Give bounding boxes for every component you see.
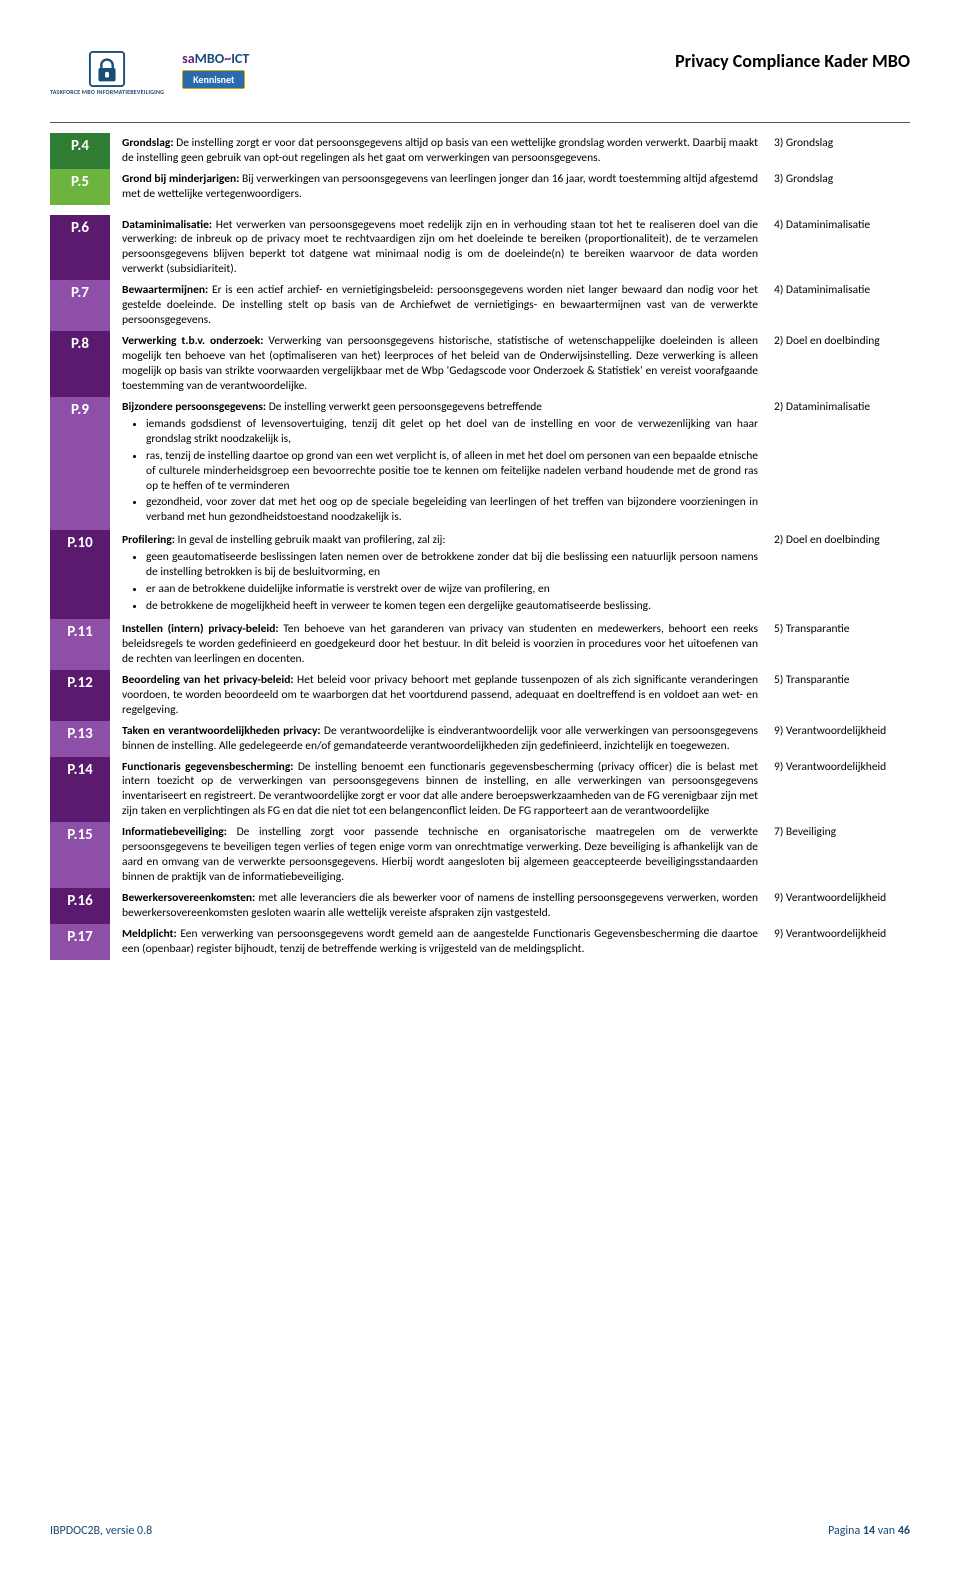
- table-row: P.6Dataminimalisatie: Het verwerken van …: [50, 215, 910, 281]
- table-row: P.4Grondslag: De instelling zorgt er voo…: [50, 133, 910, 169]
- table-row: P.17Meldplicht: Een verwerking van perso…: [50, 924, 910, 960]
- row-content: Instellen (intern) privacy-beleid: Ten b…: [110, 619, 770, 670]
- row-tag: 5) Transparantie: [770, 670, 910, 721]
- row-code: P.6: [50, 215, 110, 281]
- table-row: P.15Informatiebeveiliging: De instelling…: [50, 822, 910, 888]
- row-code: P.8: [50, 331, 110, 397]
- row-content: Taken en verantwoordelijkheden privacy: …: [110, 721, 770, 757]
- row-code: P.13: [50, 721, 110, 757]
- row-code: P.12: [50, 670, 110, 721]
- list-item: ras, tenzij de instelling daartoe op gro…: [146, 449, 758, 494]
- row-tag: 2) Doel en doelbinding: [770, 331, 910, 397]
- document-page: TASKFORCE MBO INFORMATIEBEVEILIGING saMB…: [0, 0, 960, 1570]
- list-item: er aan de betrokkene duidelijke informat…: [146, 582, 758, 597]
- footer-page-number: Pagina 14 van 46: [828, 1524, 910, 1540]
- row-tag: 9) Verantwoordelijkheid: [770, 924, 910, 960]
- row-tag: 5) Transparantie: [770, 619, 910, 670]
- row-code: P.16: [50, 888, 110, 924]
- row-tag: 2) Dataminimalisatie: [770, 397, 910, 531]
- list-item: iemands godsdienst of levensovertuiging,…: [146, 417, 758, 447]
- table-row: P.11Instellen (intern) privacy-beleid: T…: [50, 619, 910, 670]
- document-title: Privacy Compliance Kader MBO: [675, 50, 910, 73]
- row-code: P.10: [50, 530, 110, 619]
- row-content: Grondslag: De instelling zorgt er voor d…: [110, 133, 770, 169]
- list-item: geen geautomatiseerde beslissingen laten…: [146, 550, 758, 580]
- table-row: P.14Functionaris gegevensbescherming: De…: [50, 757, 910, 823]
- row-bullets: geen geautomatiseerde beslissingen laten…: [122, 550, 758, 614]
- taskforce-label: TASKFORCE MBO INFORMATIEBEVEILIGING: [50, 89, 164, 97]
- row-tag: 4) Dataminimalisatie: [770, 215, 910, 281]
- row-tag: 9) Verantwoordelijkheid: [770, 721, 910, 757]
- list-item: de betrokkene de mogelijkheid heeft in v…: [146, 599, 758, 614]
- row-code: P.9: [50, 397, 110, 531]
- row-content: Meldplicht: Een verwerking van persoonsg…: [110, 924, 770, 960]
- row-code: P.5: [50, 169, 110, 205]
- header-rule: [50, 122, 910, 123]
- row-bullets: iemands godsdienst of levensovertuiging,…: [122, 417, 758, 526]
- table-row: P.9Bijzondere persoonsgegevens: De inste…: [50, 397, 910, 531]
- table-row: P.12Beoordeling van het privacy-beleid: …: [50, 670, 910, 721]
- row-content: Verwerking t.b.v. onderzoek: Verwerking …: [110, 331, 770, 397]
- header-logos: TASKFORCE MBO INFORMATIEBEVEILIGING saMB…: [50, 50, 249, 97]
- table-row: P.16Bewerkersovereenkomsten: met alle le…: [50, 888, 910, 924]
- row-content: Informatiebeveiliging: De instelling zor…: [110, 822, 770, 888]
- footer-version: IBPDOC2B, versie 0.8: [50, 1524, 152, 1540]
- lock-icon: [88, 50, 126, 88]
- row-tag: 3) Grondslag: [770, 133, 910, 169]
- row-tag: 7) Beveiliging: [770, 822, 910, 888]
- row-code: P.7: [50, 280, 110, 331]
- row-tag: 4) Dataminimalisatie: [770, 280, 910, 331]
- row-tag: 9) Verantwoordelijkheid: [770, 757, 910, 823]
- table-row: P.13Taken en verantwoordelijkheden priva…: [50, 721, 910, 757]
- page-header: TASKFORCE MBO INFORMATIEBEVEILIGING saMB…: [50, 50, 910, 97]
- row-tag: 3) Grondslag: [770, 169, 910, 205]
- table-row: P.5Grond bij minderjarigen: Bij verwerki…: [50, 169, 910, 205]
- row-content: Profilering: In geval de instelling gebr…: [110, 530, 770, 619]
- sambo-ict-label: saMBO~ICT: [182, 50, 249, 68]
- row-content: Beoordeling van het privacy-beleid: Het …: [110, 670, 770, 721]
- row-content: Bijzondere persoonsgegevens: De instelli…: [110, 397, 770, 531]
- table-row: P.7Bewaartermijnen: Er is een actief arc…: [50, 280, 910, 331]
- row-code: P.15: [50, 822, 110, 888]
- page-footer: IBPDOC2B, versie 0.8 Pagina 14 van 46: [50, 1513, 910, 1540]
- row-code: P.11: [50, 619, 110, 670]
- row-tag: 2) Doel en doelbinding: [770, 530, 910, 619]
- list-item: gezondheid, voor zover dat met het oog o…: [146, 495, 758, 525]
- row-tag: 9) Verantwoordelijkheid: [770, 888, 910, 924]
- row-content: Dataminimalisatie: Het verwerken van per…: [110, 215, 770, 281]
- rules-table: P.4Grondslag: De instelling zorgt er voo…: [50, 133, 910, 960]
- kennisnet-logo-block: saMBO~ICT Kennisnet: [182, 50, 249, 89]
- table-row: P.8Verwerking t.b.v. onderzoek: Verwerki…: [50, 331, 910, 397]
- lock-logo-block: TASKFORCE MBO INFORMATIEBEVEILIGING: [50, 50, 164, 97]
- row-code: P.17: [50, 924, 110, 960]
- row-content: Bewaartermijnen: Er is een actief archie…: [110, 280, 770, 331]
- row-code: P.14: [50, 757, 110, 823]
- table-row: P.10Profilering: In geval de instelling …: [50, 530, 910, 619]
- kennisnet-badge: Kennisnet: [182, 70, 245, 89]
- row-content: Functionaris gegevensbescherming: De ins…: [110, 757, 770, 823]
- row-code: P.4: [50, 133, 110, 169]
- row-content: Grond bij minderjarigen: Bij verwerkinge…: [110, 169, 770, 205]
- row-content: Bewerkersovereenkomsten: met alle levera…: [110, 888, 770, 924]
